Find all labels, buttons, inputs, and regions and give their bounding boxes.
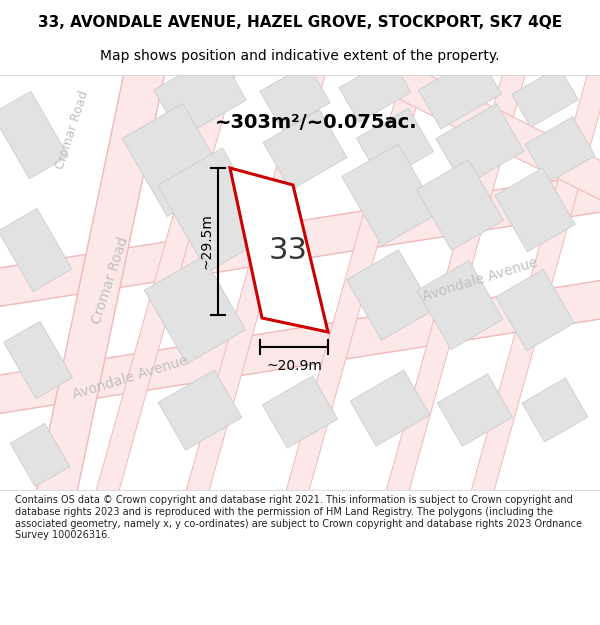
Polygon shape <box>347 250 433 340</box>
Polygon shape <box>416 160 503 250</box>
Polygon shape <box>495 168 575 252</box>
Polygon shape <box>0 209 72 291</box>
Polygon shape <box>230 168 328 332</box>
Polygon shape <box>284 67 425 503</box>
Text: ~29.5m: ~29.5m <box>199 214 213 269</box>
Polygon shape <box>522 378 588 442</box>
Polygon shape <box>260 64 330 130</box>
Text: Cromar Road: Cromar Road <box>89 234 131 326</box>
Text: ~20.9m: ~20.9m <box>266 359 322 373</box>
Polygon shape <box>525 117 595 183</box>
Polygon shape <box>262 376 338 448</box>
Polygon shape <box>154 52 246 138</box>
Polygon shape <box>339 58 411 122</box>
Polygon shape <box>145 256 245 364</box>
Text: 33, AVONDALE AVENUE, HAZEL GROVE, STOCKPORT, SK7 4QE: 33, AVONDALE AVENUE, HAZEL GROVE, STOCKP… <box>38 15 562 30</box>
Text: Avondale Avenue: Avondale Avenue <box>421 256 539 304</box>
Polygon shape <box>94 67 236 503</box>
Polygon shape <box>35 66 164 504</box>
Polygon shape <box>184 67 326 503</box>
Polygon shape <box>437 374 512 446</box>
Polygon shape <box>158 370 242 450</box>
Polygon shape <box>372 54 600 206</box>
Polygon shape <box>342 144 438 246</box>
Polygon shape <box>469 67 600 503</box>
Text: ~303m²/~0.075ac.: ~303m²/~0.075ac. <box>215 112 418 131</box>
Polygon shape <box>158 148 272 272</box>
Text: Map shows position and indicative extent of the property.: Map shows position and indicative extent… <box>100 49 500 63</box>
Polygon shape <box>417 261 503 349</box>
Polygon shape <box>512 67 578 128</box>
Polygon shape <box>122 104 228 216</box>
Polygon shape <box>436 104 524 186</box>
Text: Contains OS data © Crown copyright and database right 2021. This information is : Contains OS data © Crown copyright and d… <box>15 496 582 540</box>
Polygon shape <box>350 370 430 446</box>
Polygon shape <box>263 110 347 190</box>
Polygon shape <box>0 91 68 179</box>
Polygon shape <box>385 67 526 503</box>
Text: Avondale Avenue: Avondale Avenue <box>71 354 190 402</box>
Polygon shape <box>10 423 70 487</box>
Polygon shape <box>356 108 433 182</box>
Text: 33: 33 <box>269 236 308 265</box>
Polygon shape <box>0 166 600 314</box>
Polygon shape <box>4 321 73 399</box>
Text: Cromar Road: Cromar Road <box>53 89 91 171</box>
Polygon shape <box>418 55 502 129</box>
Polygon shape <box>496 269 574 351</box>
Polygon shape <box>0 273 600 421</box>
